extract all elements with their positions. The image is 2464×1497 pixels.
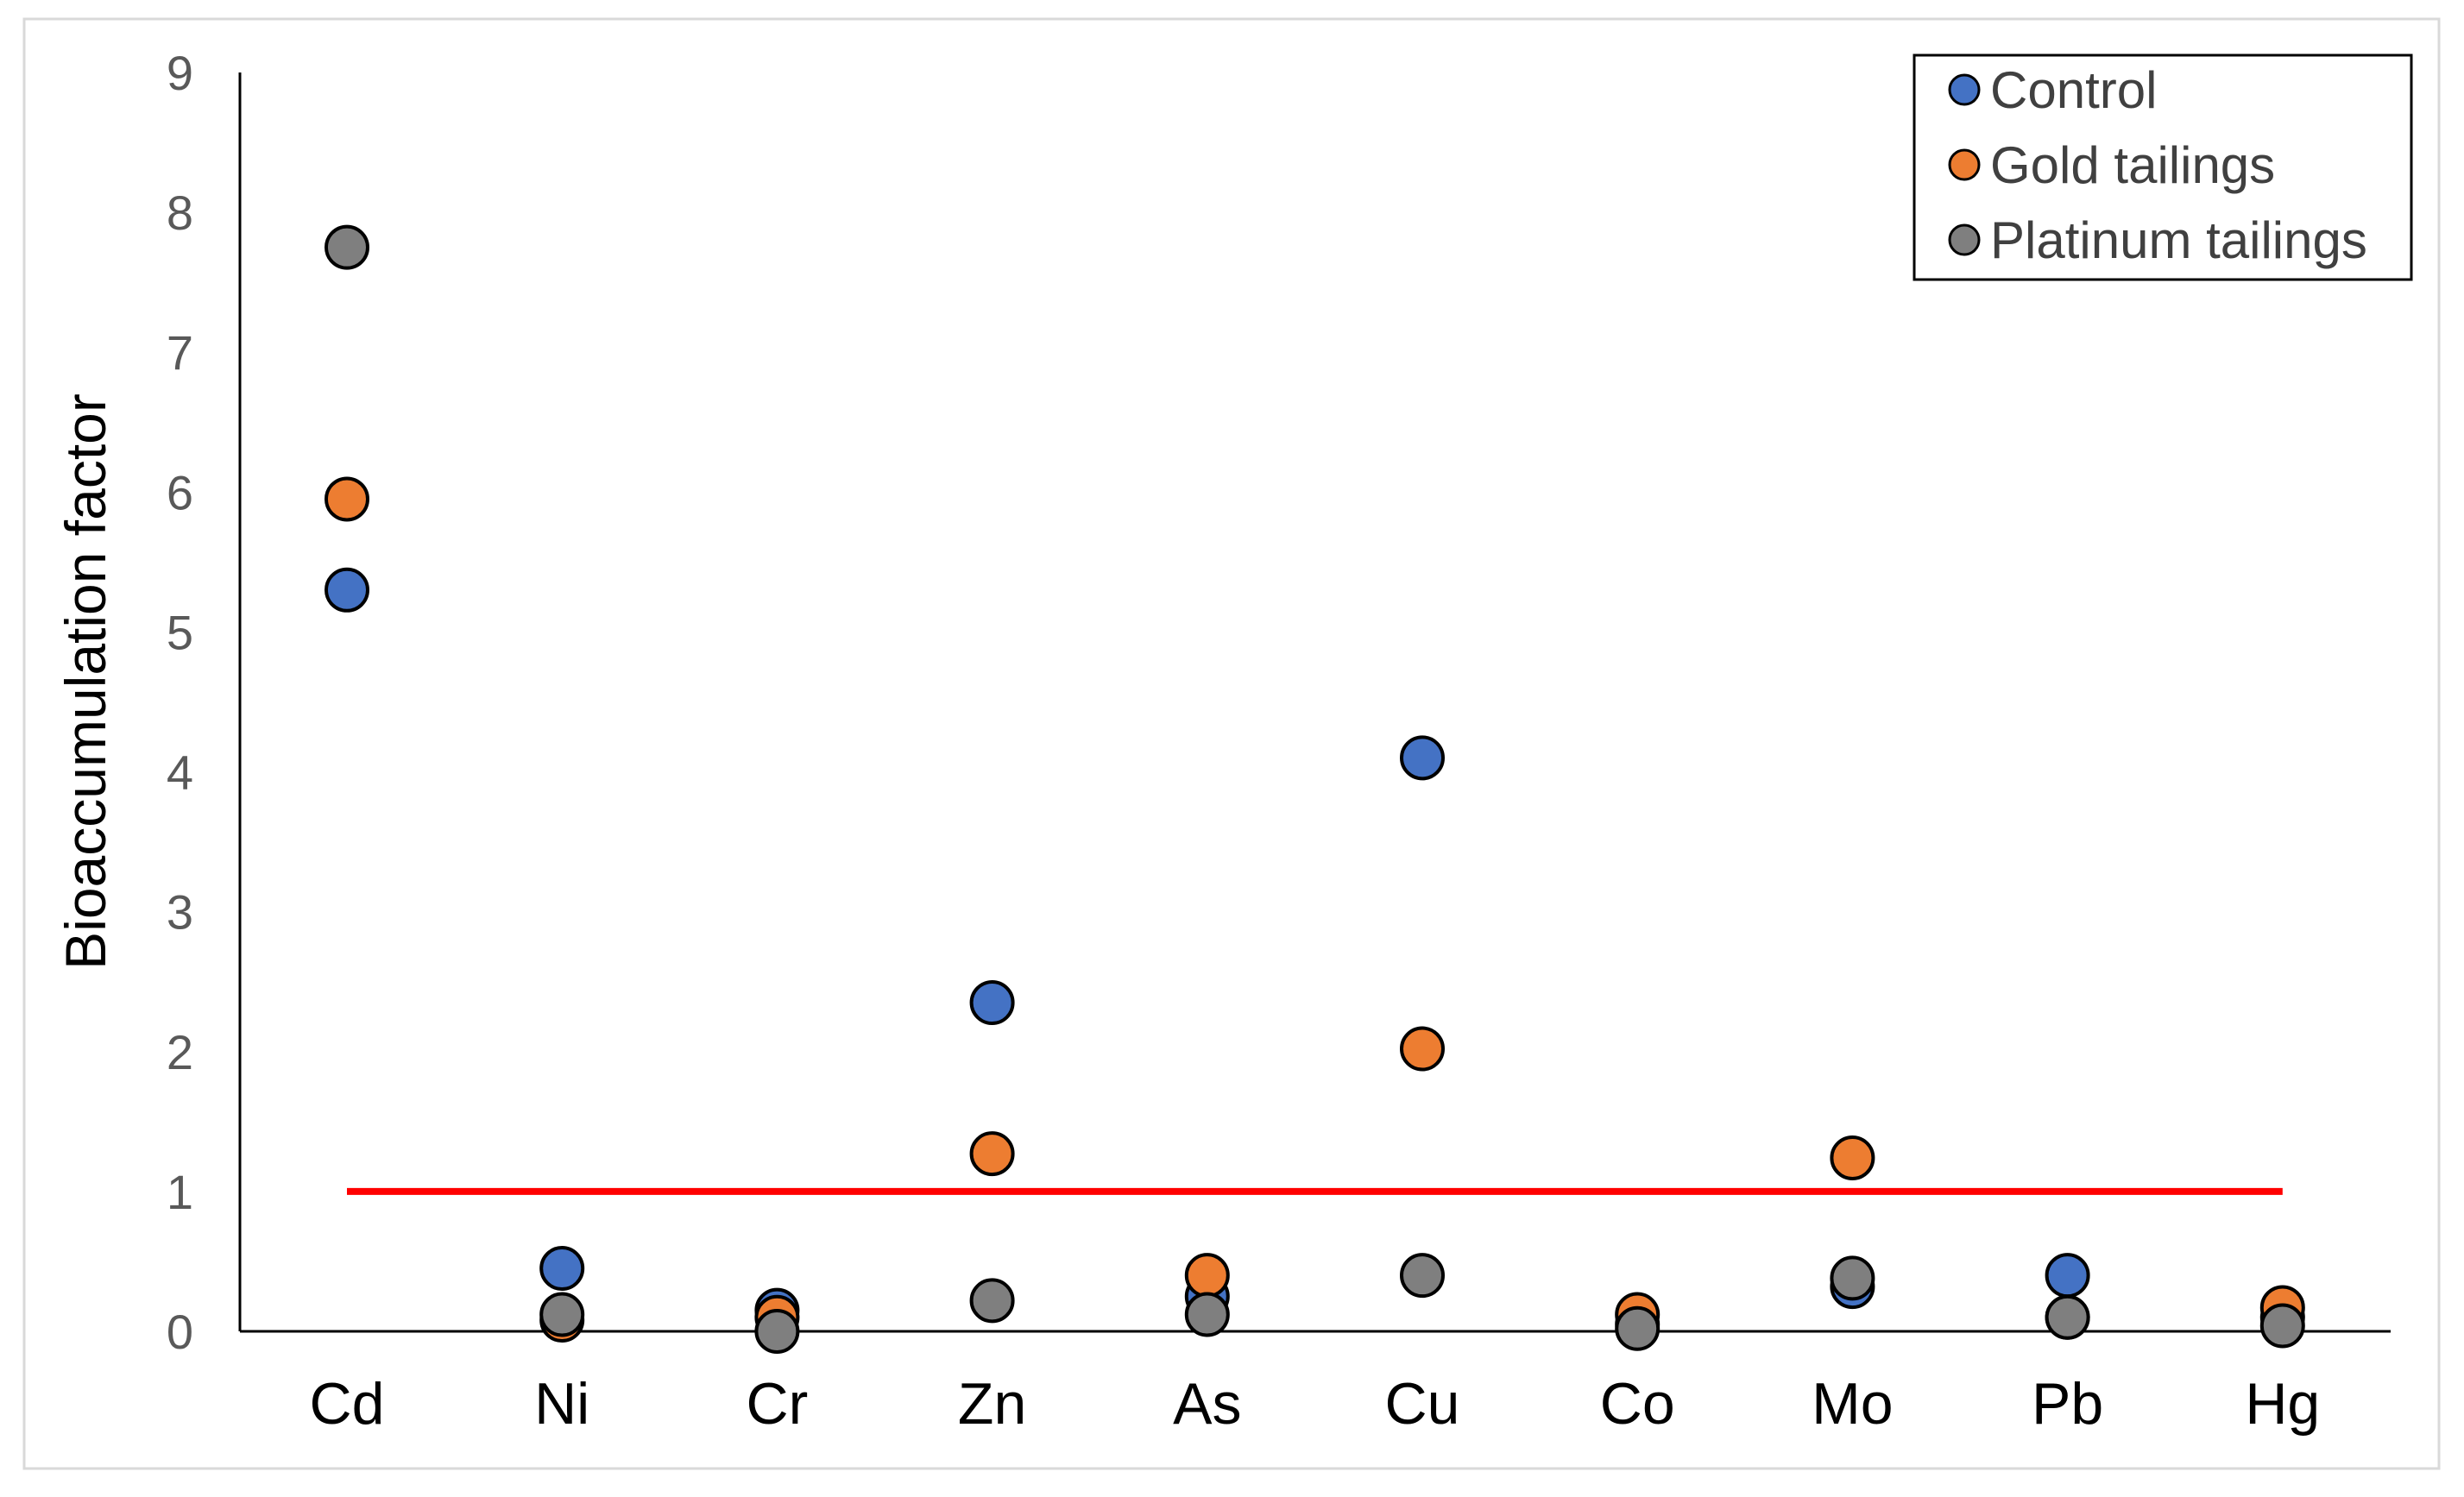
x-tick-label-cu: Cu: [1385, 1371, 1460, 1437]
y-tick-label: 1: [167, 1165, 193, 1219]
y-tick-label: 3: [167, 885, 193, 940]
point-cd-platinum-tailings: [325, 224, 369, 270]
x-tick-label-as: As: [1173, 1371, 1241, 1437]
legend-marker-control: [1948, 73, 1981, 106]
point-zn-gold-tailings: [969, 1131, 1015, 1177]
x-axis: Cd Ni Cr Zn As Cu Co Mo Pb Hg: [240, 1330, 2391, 1437]
point-as-platinum-tailings: [1184, 1292, 1230, 1337]
point-ni-control: [539, 1246, 585, 1292]
point-zn-platinum-tailings: [969, 1278, 1015, 1324]
point-hg-platinum-tailings: [2259, 1303, 2305, 1349]
x-tick-label-mo: Mo: [1812, 1371, 1893, 1437]
point-mo-gold-tailings: [1830, 1135, 1875, 1180]
legend-marker-gold-tailings: [1948, 148, 1981, 181]
point-cr-platinum-tailings: [754, 1309, 800, 1354]
point-pb-control: [2045, 1253, 2090, 1299]
x-tick-label-pb: Pb: [2032, 1371, 2103, 1437]
series-platinum-tailings: [325, 224, 2305, 1354]
point-as-gold-tailings: [1184, 1253, 1230, 1299]
y-tick-label: 4: [167, 745, 193, 800]
legend-box: [1913, 53, 2413, 281]
y-tick-label: 7: [167, 325, 193, 380]
legend: Control Gold tailings Platinum tailings: [1913, 53, 2413, 281]
x-tick-label-ni: Ni: [534, 1371, 589, 1437]
point-cu-platinum-tailings: [1400, 1253, 1445, 1299]
y-tick-label: 8: [167, 186, 193, 240]
x-tick-label-hg: Hg: [2245, 1371, 2320, 1437]
y-tick-label: 2: [167, 1025, 193, 1079]
x-tick-label-co: Co: [1600, 1371, 1675, 1437]
y-tick-label: 5: [167, 605, 193, 659]
data-points: [325, 224, 2305, 1354]
point-pb-platinum-tailings: [2045, 1294, 2090, 1340]
point-mo-platinum-tailings: [1830, 1255, 1875, 1301]
point-ni-platinum-tailings: [539, 1292, 585, 1337]
point-zn-control: [969, 980, 1015, 1026]
x-tick-label-cr: Cr: [747, 1371, 809, 1437]
y-tick-label: 9: [167, 46, 193, 100]
point-cd-gold-tailings: [325, 476, 369, 522]
legend-marker-platinum-tailings: [1948, 223, 1981, 256]
y-tick-label: 0: [167, 1305, 193, 1359]
point-cd-control: [325, 567, 369, 613]
legend-label-gold-tailings: Gold tailings: [1990, 136, 2275, 194]
point-co-platinum-tailings: [1615, 1305, 1661, 1351]
x-tick-label-cd: Cd: [310, 1371, 385, 1437]
point-cu-gold-tailings: [1400, 1026, 1445, 1072]
y-axis-title: Bioaccumulation factor: [54, 393, 117, 970]
y-tick-label: 6: [167, 465, 193, 519]
y-axis: 0 1 2 3 4 5 6 7 8 9: [167, 46, 242, 1359]
legend-label-control: Control: [1990, 61, 2157, 119]
point-cu-control: [1400, 735, 1445, 781]
x-tick-label-zn: Zn: [958, 1371, 1026, 1437]
legend-label-platinum-tailings: Platinum tailings: [1990, 211, 2367, 269]
